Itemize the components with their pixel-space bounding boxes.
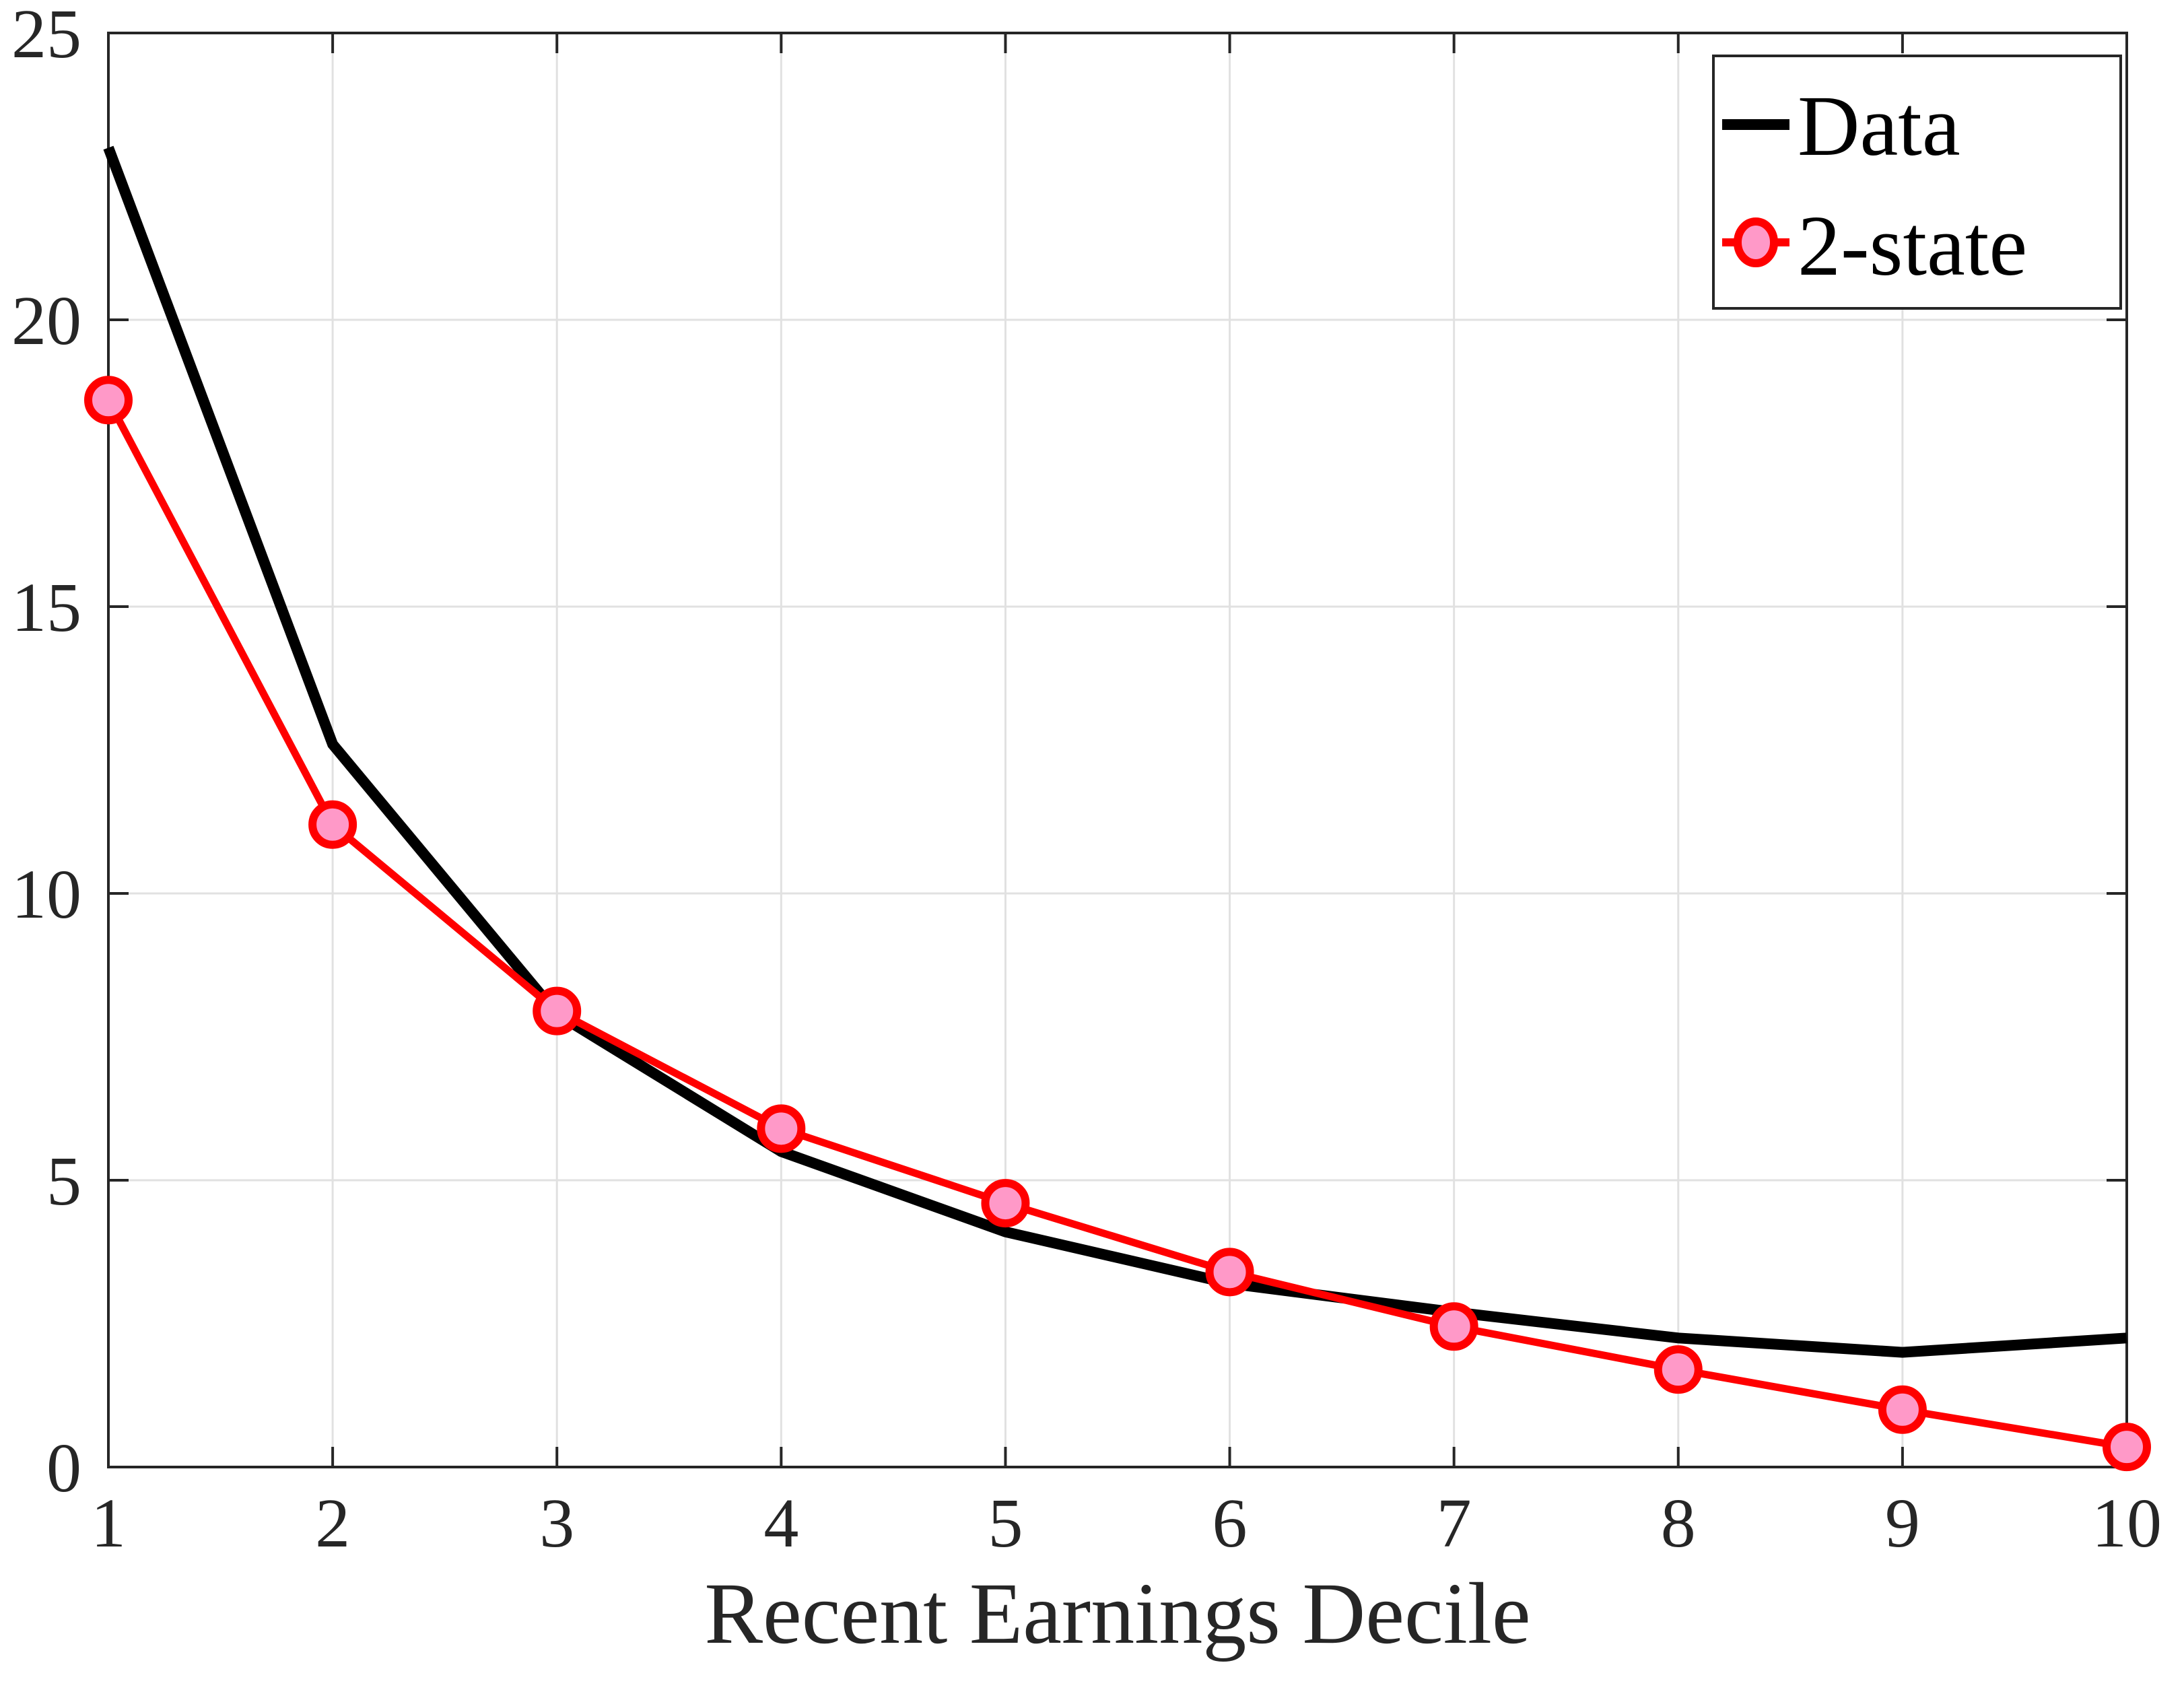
series-group [84, 145, 2151, 1472]
y-tick-label: 25 [11, 0, 81, 73]
x-tick-label: 6 [1213, 1485, 1248, 1562]
x-tick-label: 3 [539, 1485, 574, 1562]
data-point-circle-marker [308, 800, 357, 849]
y-tick-label: 15 [11, 569, 81, 646]
y-tick-label: 0 [46, 1429, 81, 1507]
x-tick-label: 4 [763, 1485, 798, 1562]
legend-item-data: Data [1722, 78, 1960, 174]
x-tick-labels: 1 2 3 4 5 6 7 8 9 10 [91, 1485, 2162, 1562]
series-line-2-state [105, 398, 2127, 1451]
y-tick-labels: 0 5 10 15 20 25 [11, 0, 81, 1507]
data-point-circle-marker [1653, 1345, 1703, 1394]
legend: Data 2-state [1712, 55, 2122, 310]
y-tick-label: 5 [46, 1143, 81, 1220]
legend-label-2-state: 2-state [1798, 198, 2027, 294]
x-tick-label: 2 [315, 1485, 350, 1562]
y-tick-label: 20 [11, 282, 81, 360]
plot-area [107, 32, 2128, 1468]
y-tick-label: 10 [11, 856, 81, 933]
x-tick-label: 10 [2092, 1485, 2162, 1562]
data-point-circle-marker [1205, 1248, 1254, 1297]
legend-item-2-state: 2-state [1722, 198, 2027, 294]
x-tick-label: 1 [91, 1485, 126, 1562]
data-point-circle-marker [981, 1179, 1030, 1228]
data-point-circle-marker [84, 376, 133, 425]
data-point-circle-marker [2103, 1423, 2151, 1472]
legend-circle-marker-icon [1734, 217, 1778, 267]
data-point-circle-marker [1878, 1385, 1927, 1434]
data-point-circle-marker [757, 1104, 806, 1153]
legend-box [1712, 55, 2122, 310]
series-line-data [103, 145, 2127, 1358]
x-tick-label: 7 [1437, 1485, 1472, 1562]
x-tick-label: 8 [1661, 1485, 1696, 1562]
data-point-circle-marker [1429, 1302, 1478, 1351]
x-tick-label: 9 [1885, 1485, 1920, 1562]
x-axis-title: Recent Earnings Decile [704, 1565, 1530, 1662]
data-point-circle-marker [533, 986, 582, 1035]
x-tick-label: 5 [988, 1485, 1023, 1562]
legend-label-data: Data [1798, 78, 1960, 174]
